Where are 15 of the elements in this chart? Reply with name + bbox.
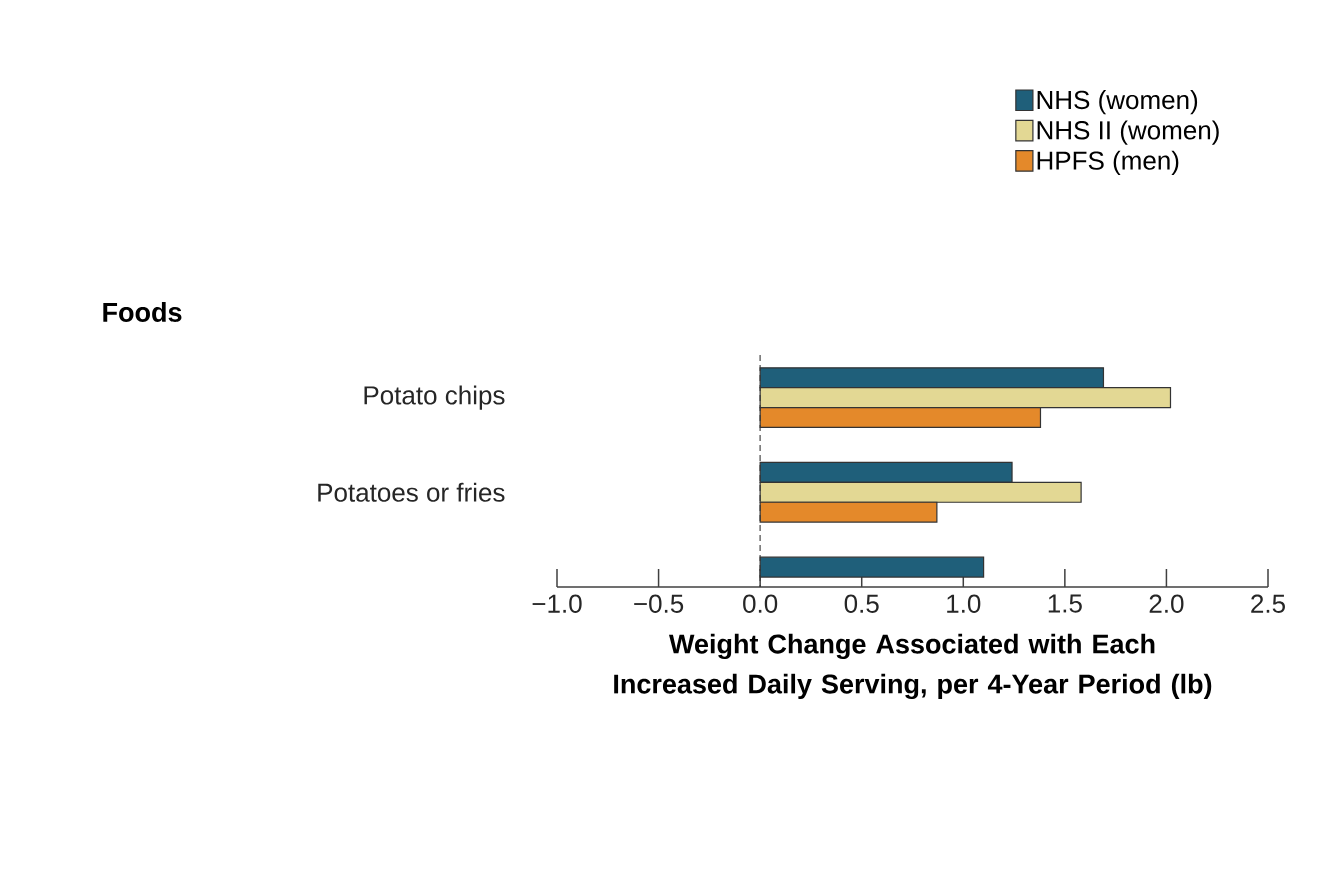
y-tick-label: Potato chips <box>364 385 505 410</box>
x-tick-label: 0.0 <box>743 594 778 613</box>
y-tick-label: Potatoes or fries <box>318 482 505 502</box>
x-axis-title: Weight Change Associated with Each Increased Daily Serving, per 4-Year Period (lb) <box>614 633 1212 700</box>
text: Foods <box>103 302 182 322</box>
x-tick-label: −1.0 <box>532 594 582 613</box>
x-tick-label: 1.0 <box>947 594 981 613</box>
x-tick-label: 0.5 <box>844 594 879 613</box>
x-tick-label: 1.5 <box>1048 594 1082 613</box>
x-tick-label: 2.5 <box>1251 594 1285 613</box>
legend-label: NHS II (women) <box>1037 120 1219 145</box>
legend-label: HPFS (men) <box>1037 150 1179 175</box>
legend-label: NHS (women) <box>1037 90 1198 115</box>
x-tick-label: 2.0 <box>1149 594 1184 613</box>
x-tick-label: −0.5 <box>634 594 684 613</box>
